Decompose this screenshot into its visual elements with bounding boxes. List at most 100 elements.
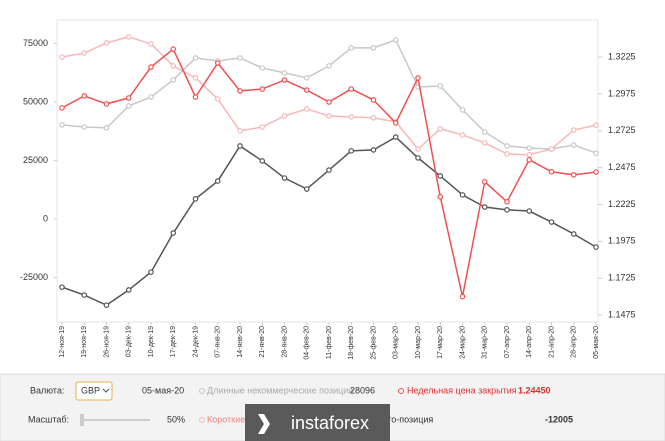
data-point	[437, 173, 444, 179]
x-tick-label: 21-апр-20	[548, 326, 555, 358]
data-point	[81, 50, 88, 56]
watermark: instaforex	[291, 413, 369, 433]
data-point	[570, 127, 577, 133]
currency-value[interactable]: GBP	[81, 385, 100, 395]
data-point	[481, 178, 488, 185]
data-point	[593, 150, 599, 157]
data-point	[593, 122, 599, 128]
legend-marker	[199, 417, 205, 423]
data-point	[59, 122, 65, 128]
data-point	[170, 77, 177, 83]
data-point	[459, 107, 466, 113]
data-point	[103, 101, 110, 107]
data-point	[237, 88, 243, 94]
data-point	[192, 55, 199, 61]
y2-tick-label: 1.3225	[608, 51, 636, 61]
data-point	[170, 230, 177, 236]
x-tick-label: 17-мар-20	[437, 326, 444, 359]
y-tick-label: 0	[43, 213, 48, 223]
data-point	[259, 124, 266, 130]
legend-value: 1.24450	[518, 385, 551, 395]
data-point	[192, 94, 199, 100]
data-point	[392, 37, 399, 43]
data-point	[370, 45, 377, 51]
x-tick-label: 14-янв-20	[237, 326, 244, 358]
data-point	[103, 40, 110, 46]
data-point	[504, 207, 510, 213]
data-point	[548, 168, 555, 175]
data-point	[326, 167, 332, 173]
watermark-box	[245, 404, 390, 441]
data-point	[504, 143, 510, 149]
data-point	[148, 41, 154, 47]
x-tick-label: 24-мар-20	[459, 326, 466, 359]
data-point	[281, 113, 288, 119]
y2-tick-label: 1.2725	[608, 125, 636, 135]
data-point	[526, 208, 533, 214]
currency-label: Валюта:	[30, 385, 64, 395]
data-point	[348, 114, 355, 120]
data-point	[548, 219, 555, 225]
data-point	[348, 45, 355, 51]
data-point	[303, 87, 310, 93]
data-point	[125, 103, 132, 109]
data-point	[81, 292, 88, 298]
data-point	[192, 75, 199, 81]
currency-select[interactable]	[75, 381, 113, 401]
data-point	[570, 231, 577, 237]
data-point	[125, 95, 132, 101]
data-point	[593, 244, 599, 250]
data-point	[392, 134, 399, 140]
data-point	[281, 77, 288, 83]
data-point	[526, 152, 533, 158]
data-point	[303, 186, 310, 192]
x-tick-label: 31-мар-20	[482, 326, 489, 359]
data-point	[59, 54, 65, 60]
data-point	[259, 158, 266, 164]
data-point	[437, 126, 444, 132]
data-point	[593, 169, 599, 175]
data-point	[481, 129, 488, 135]
x-tick-label: 25-фев-20	[370, 326, 377, 360]
data-point	[259, 86, 266, 92]
data-point	[437, 83, 444, 89]
data-point	[303, 106, 310, 112]
x-tick-label: 04-фев-20	[304, 326, 311, 360]
watermark-icon	[258, 414, 270, 434]
scale-value: 50%	[167, 414, 185, 424]
slider-handle[interactable]	[80, 414, 84, 426]
data-point	[103, 125, 110, 131]
data-point	[370, 97, 377, 103]
y2-tick-label: 1.1725	[608, 273, 636, 283]
x-tick-label: 24-дек-19	[192, 326, 199, 357]
data-point	[170, 63, 177, 69]
data-point	[459, 192, 466, 198]
legend-label: Длинные некоммерческие позиции	[207, 385, 353, 395]
data-point	[148, 269, 154, 275]
data-point	[437, 194, 444, 200]
data-point	[214, 60, 221, 66]
data-point	[170, 46, 177, 52]
x-tick-label: 07-апр-20	[504, 326, 511, 358]
data-point	[415, 155, 421, 161]
x-tick-label: 07-янв-20	[215, 326, 222, 358]
data-point	[415, 146, 421, 152]
data-point	[348, 86, 355, 92]
y-tick-label: 50000	[23, 96, 48, 106]
data-point	[504, 151, 510, 157]
data-point	[59, 105, 65, 111]
y2-tick-label: 1.1475	[608, 309, 636, 319]
y-tick-label: 25000	[23, 155, 48, 165]
legend-value: -12005	[545, 414, 573, 424]
data-point	[570, 172, 577, 178]
legend-marker	[199, 388, 205, 394]
data-point	[348, 148, 355, 154]
x-tick-label: 03-мар-20	[393, 326, 400, 359]
data-point	[259, 65, 266, 71]
scale-label: Масштаб:	[28, 414, 69, 424]
data-point	[214, 178, 221, 184]
data-point	[504, 199, 510, 205]
data-point	[370, 115, 377, 121]
x-tick-label: 03-дек-19	[126, 326, 133, 357]
